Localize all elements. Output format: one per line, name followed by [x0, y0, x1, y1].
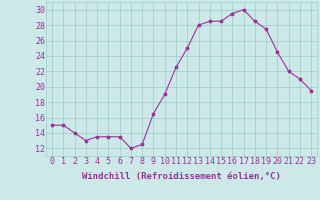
X-axis label: Windchill (Refroidissement éolien,°C): Windchill (Refroidissement éolien,°C): [82, 172, 281, 181]
